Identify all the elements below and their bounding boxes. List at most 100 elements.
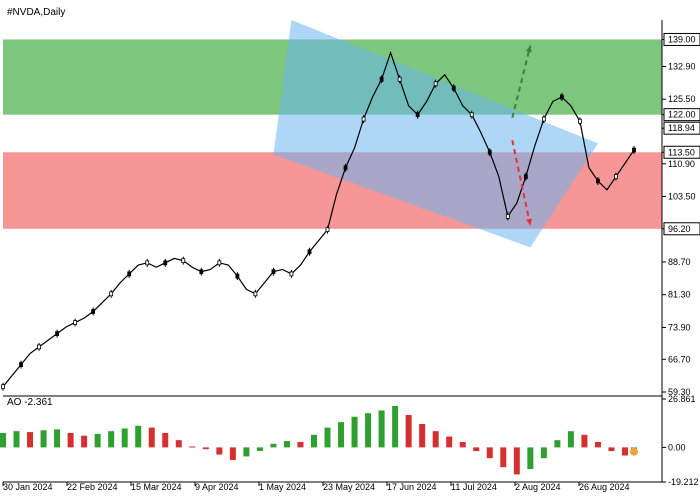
ao-bar	[540, 447, 547, 459]
forecast-bearish	[511, 140, 532, 226]
price-tick-label: 103.50	[668, 191, 696, 201]
indicator-tick-label: -19.212	[668, 477, 699, 487]
price-badge	[663, 222, 700, 236]
chart-title: #NVDA,Daily	[7, 7, 65, 18]
channel-layer	[273, 20, 598, 248]
ao-bar	[202, 447, 209, 450]
price-candle	[415, 112, 420, 118]
ao-bar	[243, 447, 250, 457]
ao-bar	[121, 428, 128, 448]
ao-bar	[500, 447, 507, 468]
price-candle	[37, 344, 41, 350]
ao-bar	[229, 447, 236, 461]
price-candle	[578, 118, 582, 124]
price-candle	[596, 178, 600, 184]
forecast-bullish	[511, 45, 532, 118]
ao-bar	[256, 447, 263, 451]
price-candle	[73, 320, 78, 325]
price-badge	[663, 121, 700, 135]
price-candle	[1, 384, 5, 390]
price-candle	[361, 116, 366, 122]
price-candle	[271, 269, 276, 275]
ao-bar	[189, 446, 196, 448]
ao-bar	[554, 440, 561, 448]
price-badge	[663, 145, 700, 159]
ao-bar	[513, 447, 520, 475]
price-badge	[663, 32, 700, 46]
ao-bar	[0, 432, 6, 448]
price-candle	[217, 260, 222, 266]
x-tick-label: 1 May 2024	[259, 482, 306, 492]
ao-bar	[148, 427, 155, 448]
forecast-bullish-arrow	[525, 45, 532, 53]
price-candle	[253, 291, 258, 297]
x-tick-label: 11 Jul 2024	[451, 482, 497, 492]
price-candle	[505, 213, 510, 219]
indicator-layer: 26.861 0.00 -19.212	[0, 394, 699, 487]
price-candle	[397, 76, 402, 82]
price-candle	[487, 149, 492, 155]
ao-bar	[365, 413, 372, 448]
price-candle	[541, 116, 546, 122]
x-tick-label: 26 Aug 2024	[579, 482, 630, 492]
price-candle	[343, 165, 348, 171]
price-axis-layer: 139.00 132.90 125.50 122.00 118.94 113.50 110.…	[661, 20, 700, 482]
price-layer	[1, 50, 636, 391]
price-candle	[307, 249, 312, 255]
ao-bar	[297, 441, 304, 448]
price-tick-label: 110.90	[668, 159, 695, 169]
ao-bar	[473, 447, 480, 451]
price-tick-label: 59.30	[668, 387, 691, 397]
ao-bar	[405, 414, 412, 448]
price-tick-label: 125.50	[668, 94, 696, 104]
ao-bar	[432, 431, 439, 448]
ao-bar	[446, 436, 453, 448]
price-candle	[199, 269, 204, 275]
price-candle	[632, 147, 636, 153]
x-axis-layer: 30 Jan 2024 22 Feb 2024 15 Mar 2024 9 Apr 2…	[2, 481, 662, 492]
ao-bar	[581, 434, 588, 448]
ao-bar	[54, 429, 61, 448]
price-candle	[469, 112, 474, 118]
price-badge	[663, 108, 700, 122]
price-candle	[433, 81, 438, 87]
price-candle	[559, 94, 564, 100]
descending-channel	[273, 20, 598, 248]
x-tick-label: 9 Apr 2024	[195, 482, 239, 492]
price-candle	[91, 309, 96, 314]
ao-bar	[270, 443, 277, 448]
indicator-tick-label: 26.861	[668, 394, 696, 404]
price-candle	[325, 227, 330, 233]
ao-bar	[162, 432, 169, 448]
ao-bar	[81, 435, 88, 448]
indicator-title: AO -2.361	[7, 397, 53, 408]
ao-bar	[351, 416, 358, 448]
x-tick-label: 30 Jan 2024	[3, 482, 53, 492]
ao-bar	[13, 431, 20, 448]
price-candle	[614, 174, 618, 179]
price-badge-label: 139.00	[668, 34, 696, 44]
ao-bar	[324, 427, 331, 448]
price-candle	[127, 271, 132, 277]
ao-bar	[527, 447, 534, 470]
ao-last-marker	[630, 447, 638, 456]
forecast-bearish-arrow	[526, 218, 532, 226]
x-tick-label: 2 Aug 2024	[515, 482, 561, 492]
price-candle	[181, 258, 186, 264]
ao-bar	[108, 431, 115, 448]
price-candle	[163, 260, 168, 266]
price-candle	[55, 331, 59, 337]
indicator-tick-label: 0.00	[668, 442, 686, 452]
x-tick-label: 23 May 2024	[323, 482, 375, 492]
price-badge-label: 96.20	[668, 224, 691, 234]
ao-bar	[94, 433, 101, 448]
price-candle	[145, 260, 150, 266]
ao-bar	[459, 441, 466, 448]
ao-bar	[40, 430, 47, 448]
ao-bar	[392, 405, 399, 448]
ao-bar	[175, 440, 182, 448]
price-candle	[19, 362, 23, 367]
ao-bar	[338, 422, 345, 448]
